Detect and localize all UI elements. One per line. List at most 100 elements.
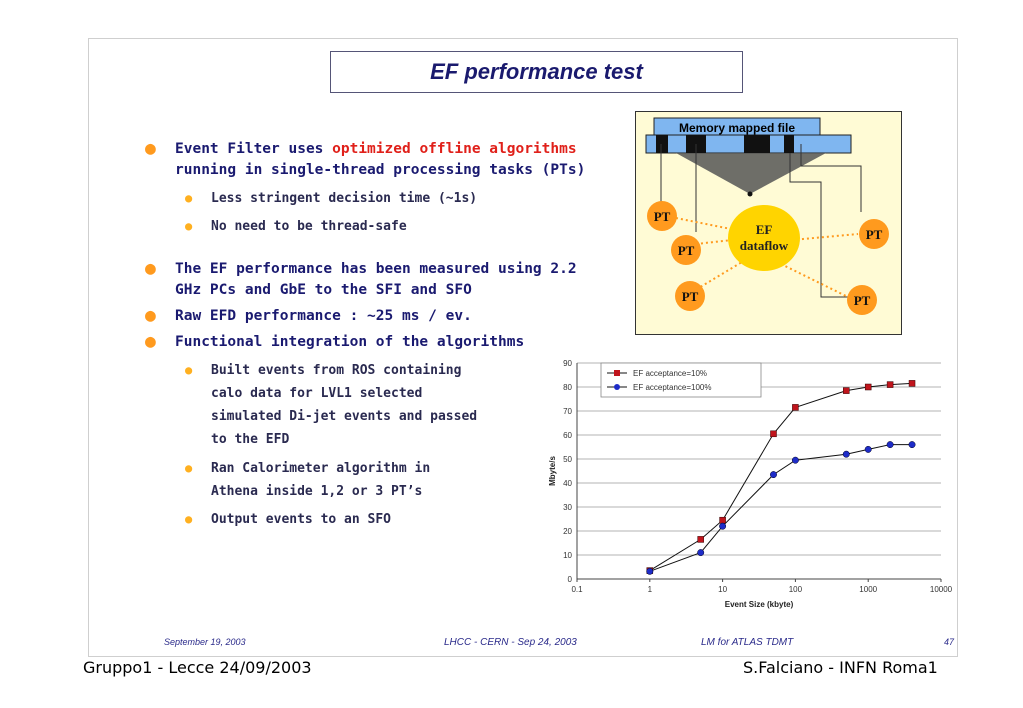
sub-bullet-text: Less stringent decision time (~1s)	[211, 191, 478, 206]
bullet-text-cont: running in single-thread processing task…	[175, 162, 586, 178]
bullet-dot-icon: ●	[145, 305, 156, 326]
sub-bullet-dot-icon: ●	[185, 191, 193, 205]
x-tick-label: 1000	[859, 585, 877, 594]
data-point-square	[770, 430, 777, 438]
legend-box	[600, 362, 762, 398]
data-point-circle	[908, 441, 916, 449]
bullet-integration: ● Functional integration of the algorith…	[145, 331, 615, 353]
data-point-circle	[770, 471, 777, 479]
slide: EF performance test ● Event Filter uses …	[88, 38, 958, 657]
x-tick-label: 10000	[930, 585, 953, 594]
outer-footer-left: Gruppo1 - Lecce 24/09/2003	[83, 658, 312, 677]
ef-dataflow-diagram: Memory mapped file EF dataflow	[635, 111, 902, 335]
sub-bullet: ● Output events to an SFO	[145, 509, 615, 530]
connector	[801, 165, 862, 212]
data-point-circle	[719, 522, 727, 530]
y-tick-label: 0	[568, 575, 573, 584]
data-point-square	[908, 380, 916, 387]
bullet-text: Functional integration of the algorithms	[175, 334, 525, 350]
data-point-square	[864, 383, 872, 391]
memory-block	[784, 135, 794, 153]
pt-label: PT	[854, 293, 871, 308]
data-point-circle	[842, 450, 850, 458]
sub-bullet: ● Built events from ROS containing calo …	[145, 359, 481, 451]
series-line	[649, 382, 913, 572]
bullet-dot-icon: ●	[145, 331, 156, 352]
bullet-event-filter: ● Event Filter uses optimized offline al…	[145, 138, 605, 181]
footer-page: 47	[944, 637, 955, 647]
data-point-circle	[864, 445, 872, 453]
pt-node	[847, 285, 877, 315]
data-point-circle	[791, 456, 799, 464]
legend-marker	[614, 370, 620, 376]
memory-block	[656, 135, 668, 153]
footer-author: LM for ATLAS TDMT	[701, 637, 794, 648]
outer-footer-right: S.Falciano - INFN Roma1	[743, 658, 938, 677]
link	[675, 217, 737, 231]
sub-bullet-text: Built events from ROS containing calo da…	[211, 363, 478, 447]
connector	[789, 153, 851, 298]
link	[780, 263, 849, 298]
funnel	[676, 153, 826, 194]
x-tick-label: 10	[718, 585, 727, 594]
pt-label: PT	[682, 289, 699, 304]
sub-bullet-text: Output events to an SFO	[211, 512, 392, 527]
y-tick-label: 50	[563, 455, 572, 464]
y-tick-label: 60	[563, 431, 572, 440]
sub-bullet-dot-icon: ●	[185, 461, 193, 475]
sub-bullet-dot-icon: ●	[185, 363, 193, 377]
footer-event: LHCC - CERN - Sep 24, 2003	[444, 637, 577, 648]
data-point-circle	[697, 549, 705, 557]
bullet-raw-efd: ● Raw EFD performance : ~25 ms / ev.	[145, 305, 615, 327]
y-tick-label: 30	[563, 503, 572, 512]
legend-label: EF acceptance=10%	[633, 369, 707, 378]
x-tick-label: 0.1	[571, 585, 583, 594]
y-tick-label: 80	[563, 383, 572, 392]
pt-node	[675, 281, 705, 311]
slide-title: EF performance test	[330, 51, 743, 93]
pt-label: PT	[654, 209, 671, 224]
chart-svg: 0 10 20 30 40 50 60 70 80 90 0.1 1 10 100 1000 10000 Eve…	[548, 359, 953, 609]
bullet-text: Raw EFD performance : ~25 ms / ev.	[175, 308, 472, 324]
sub-bullet: ● Less stringent decision time (~1s)	[145, 188, 615, 209]
pt-label: PT	[866, 227, 883, 242]
sub-bullet-text: Ran Calorimeter algorithm in Athena insi…	[211, 461, 431, 499]
file-label: Memory mapped file	[679, 121, 795, 135]
sub-bullet-text: No need to be thread-safe	[211, 219, 407, 234]
bullet-text: The EF performance has been measured usi…	[175, 261, 577, 298]
sub-bullet: ● No need to be thread-safe	[145, 216, 615, 237]
x-tick-label: 100	[789, 585, 803, 594]
bullet-list: ● Event Filter uses optimized offline al…	[145, 138, 615, 530]
y-tick-label: 40	[563, 479, 572, 488]
bullet-dot-icon: ●	[145, 138, 156, 159]
sub-bullet: ● Ran Calorimeter algorithm in Athena in…	[145, 457, 461, 503]
y-tick-label: 10	[563, 551, 572, 560]
y-axis-label: Mbyte/s	[548, 456, 557, 486]
x-axis-label: Event Size (kbyte)	[725, 600, 794, 609]
ef-node-label: EF	[756, 222, 773, 237]
funnel-point	[747, 191, 753, 197]
footer-date: September 19, 2003	[164, 637, 246, 647]
y-tick-label: 90	[563, 359, 572, 368]
sub-bullet-dot-icon: ●	[185, 219, 193, 233]
sub-bullet-dot-icon: ●	[185, 512, 193, 526]
y-tick-label: 20	[563, 527, 572, 536]
pt-node	[859, 219, 889, 249]
legend-label: EF acceptance=100%	[633, 383, 712, 392]
pt-node	[671, 235, 701, 265]
bullet-text: Event Filter uses	[175, 141, 333, 157]
data-point-circle	[886, 441, 894, 449]
x-tick-label: 1	[648, 585, 653, 594]
link	[791, 233, 859, 241]
data-point-circle	[646, 567, 654, 575]
data-point-square	[792, 404, 799, 411]
diagram-svg: Memory mapped file EF dataflow	[645, 117, 889, 315]
y-tick-label: 70	[563, 407, 572, 416]
bullet-dot-icon: ●	[145, 258, 156, 279]
data-point-square	[697, 536, 704, 543]
memory-block	[744, 135, 770, 153]
ef-node-label: dataflow	[740, 238, 789, 253]
series-line	[649, 444, 913, 572]
data-point-square	[719, 516, 726, 524]
ef-dataflow-node	[728, 205, 800, 271]
